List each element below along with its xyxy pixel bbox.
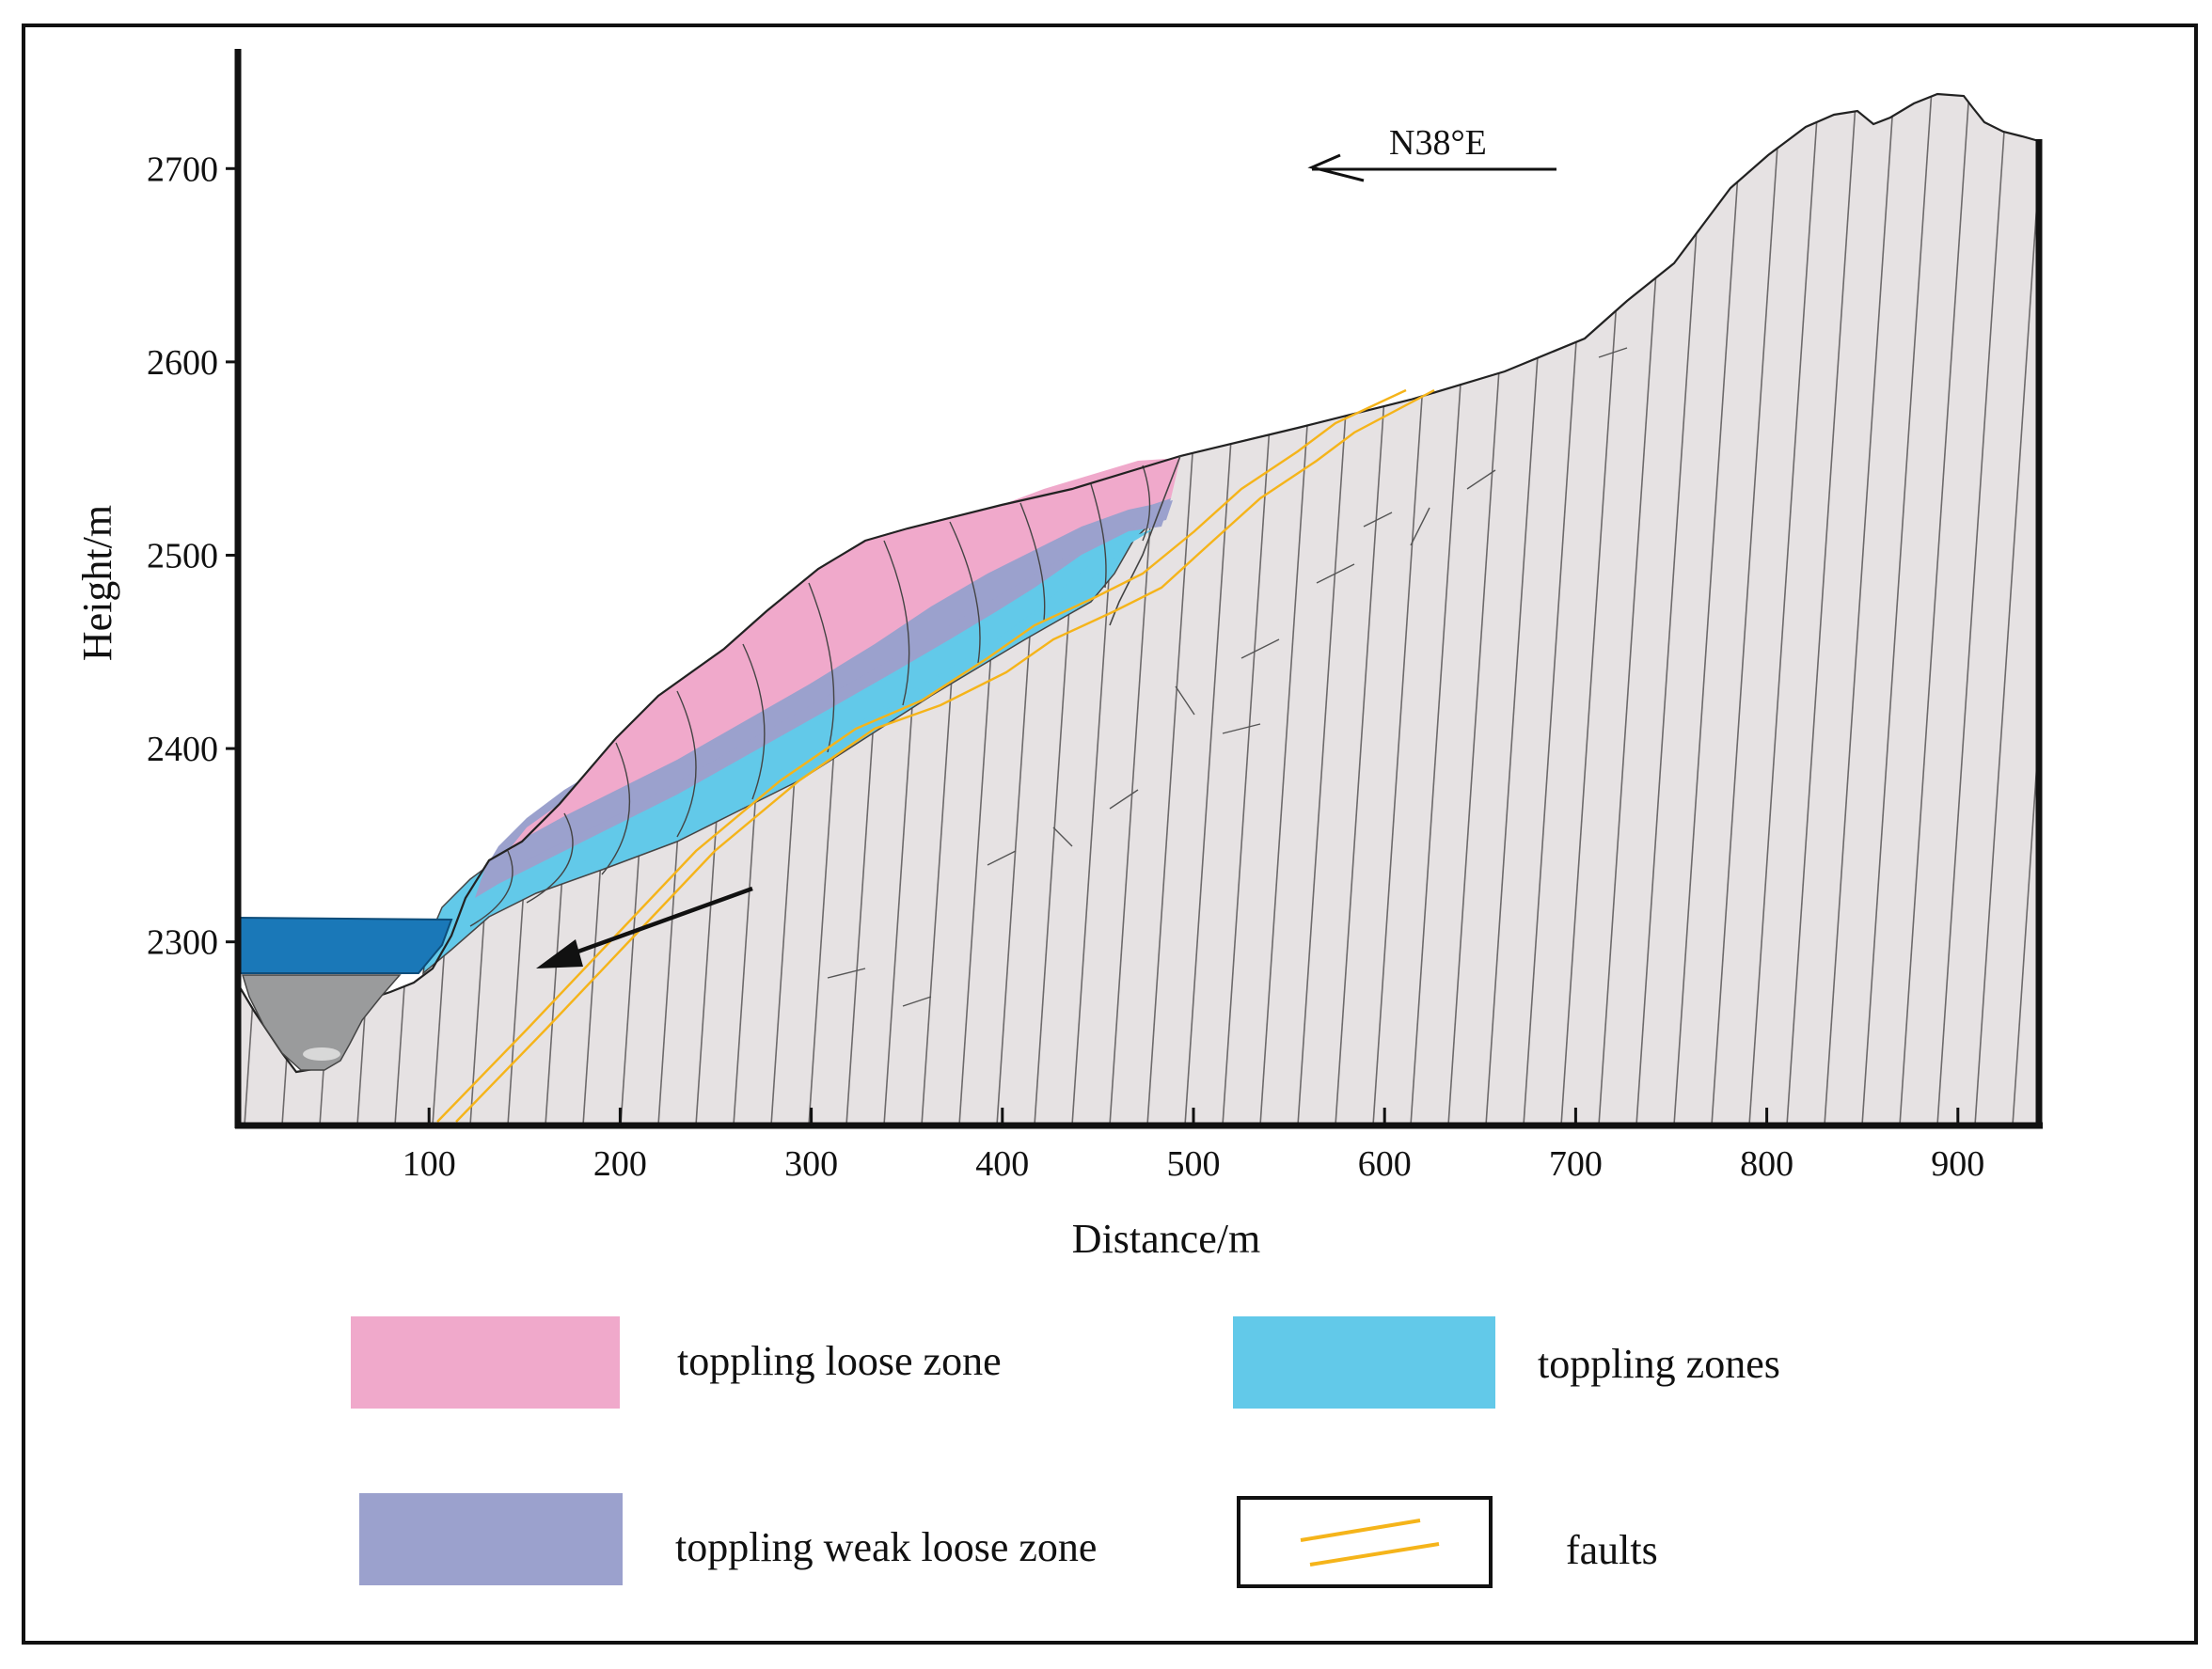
bedrock-section: [240, 94, 2039, 1124]
y-axis-ticks: 2300 2400 2500 2600 2700: [147, 150, 238, 963]
toppling-arc: [676, 690, 697, 838]
y-tick-label: 2300: [147, 923, 218, 963]
fracture-dash: [1410, 507, 1430, 546]
orientation-label: N38°E: [1389, 123, 1487, 163]
x-tick-label: 300: [784, 1144, 838, 1184]
fault-legend-line-2: [1309, 1542, 1440, 1567]
fracture-dash: [827, 968, 866, 979]
x-tick-label: 400: [975, 1144, 1029, 1184]
legend-label-loose: toppling loose zone: [677, 1338, 1002, 1384]
y-tick-label: 2500: [147, 536, 218, 575]
reservoir-water: [239, 916, 453, 974]
toppling-loose-zone-area: [508, 458, 1180, 851]
y-tick-label: 2400: [147, 730, 218, 769]
toppling-zones-inner: [428, 528, 1155, 968]
toppling-arc: [1090, 483, 1107, 589]
legend-swatch-weak: [359, 1493, 623, 1585]
x-tick-label: 100: [403, 1144, 456, 1184]
legend-swatch-loose: [351, 1316, 620, 1409]
riverbed-deposit: [241, 974, 402, 1071]
legend-swatch-faults: [1237, 1496, 1493, 1588]
fracture-dash: [1363, 512, 1393, 527]
fracture-dash: [1466, 469, 1496, 490]
bedding-line: [1786, 94, 1858, 1124]
fracture-dash: [1109, 789, 1139, 810]
x-tick-label: 600: [1358, 1144, 1412, 1184]
zone-fracture-arcs: [469, 464, 1151, 927]
x-axis-title: Distance/m: [1072, 1216, 1260, 1262]
bedding-line: [1748, 94, 1821, 1124]
toppling-arc: [601, 742, 631, 875]
fracture-dash: [1240, 638, 1280, 659]
x-tick-label: 900: [1931, 1144, 1984, 1184]
orientation-indicator: N38°E: [1307, 123, 1556, 182]
fault-band: [436, 388, 1435, 1123]
x-tick-label: 500: [1167, 1144, 1221, 1184]
bedding-line: [1711, 94, 1783, 1124]
weak-zone-band: [489, 500, 1173, 889]
x-tick-label: 200: [593, 1144, 647, 1184]
fracture-dash: [1316, 563, 1355, 584]
fracture-dash: [902, 996, 932, 1007]
toppling-arc: [949, 521, 981, 664]
x-tick-label: 700: [1549, 1144, 1603, 1184]
bedding-line: [1899, 94, 1971, 1124]
toppling-arc: [742, 643, 766, 800]
legend-label-weak: toppling weak loose zone: [675, 1524, 1097, 1570]
y-axis-title: Height/m: [74, 505, 120, 661]
legend-label-faults: faults: [1566, 1527, 1658, 1573]
x-tick-label: 800: [1740, 1144, 1793, 1184]
bedding-line: [1861, 94, 1934, 1124]
toppling-arc: [883, 540, 910, 706]
toppling-arc: [469, 850, 514, 927]
x-axis-ticks: 100 200 300 400 500 600 700 800 900: [403, 1108, 1984, 1184]
bedding-line: [2012, 94, 2039, 1124]
bedding-line: [1673, 94, 1746, 1124]
toppling-arc: [808, 582, 835, 753]
riverbed-sediment: [303, 1047, 340, 1061]
legend: toppling loose zone toppling zones toppl…: [351, 1316, 1780, 1588]
y-tick-label: 2700: [147, 150, 218, 189]
bedding-line: [1936, 94, 2009, 1124]
toppling-arc: [1019, 502, 1046, 622]
fracture-dash: [1052, 827, 1073, 847]
fracture-dash: [1222, 723, 1261, 734]
fracture-dash: [1598, 347, 1628, 358]
toppling-arc: [1142, 464, 1151, 542]
legend-swatch-zones: [1233, 1316, 1495, 1409]
bedding-line: [1635, 94, 1708, 1124]
fault-legend-line-1: [1300, 1519, 1421, 1542]
bedding-line: [1824, 94, 1896, 1124]
y-tick-label: 2600: [147, 343, 218, 383]
toppling-arc: [526, 812, 574, 904]
sliding-direction-arrow: [536, 886, 753, 968]
legend-label-zones: toppling zones: [1538, 1341, 1780, 1387]
fracture-dash: [987, 850, 1017, 866]
fracture-dash: [1175, 685, 1195, 716]
bedding-line: [1974, 94, 2039, 1124]
